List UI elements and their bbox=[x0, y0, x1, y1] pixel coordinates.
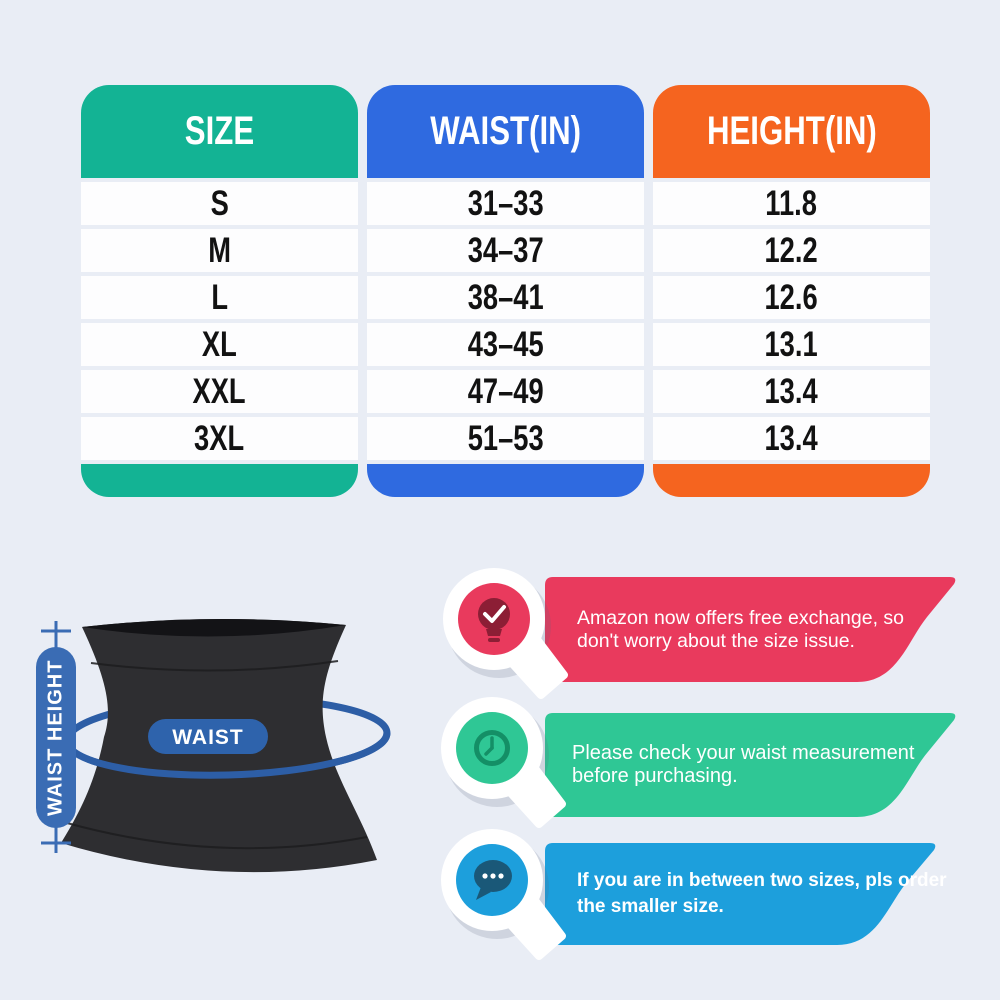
garment-rim bbox=[82, 618, 346, 637]
banner-shape-blue bbox=[545, 843, 936, 945]
banner-shape-red bbox=[545, 577, 956, 682]
table-row-cell: 12.6 bbox=[653, 276, 930, 319]
banner-shape-green bbox=[545, 713, 956, 817]
footer-bar-size bbox=[81, 464, 358, 497]
table-row-cell: 38–41 bbox=[367, 276, 644, 319]
table-row-cell: 47–49 bbox=[367, 370, 644, 413]
header-waist: WAIST(IN) bbox=[367, 85, 644, 178]
table-row-cell: 43–45 bbox=[367, 323, 644, 366]
chat-badge bbox=[441, 829, 566, 960]
waist-trainer-illustration: WAIST bbox=[36, 618, 391, 873]
banner-text-red: Amazon now offers free exchange, so don'… bbox=[577, 606, 904, 652]
garment-seam-top bbox=[90, 660, 339, 672]
table-row-cell: 31–33 bbox=[367, 182, 644, 225]
chat-dots-icon bbox=[474, 860, 512, 900]
waist-pill bbox=[148, 719, 268, 754]
header-height-label: HEIGHT(IN) bbox=[706, 109, 877, 153]
table-row-cell: 13.1 bbox=[653, 323, 930, 366]
lightbulb-check-icon bbox=[478, 598, 510, 642]
header-size-label: SIZE bbox=[184, 109, 255, 153]
table-row-cell: 34–37 bbox=[367, 229, 644, 272]
banner-text-green: Please check your waist measurement befo… bbox=[572, 741, 915, 788]
banner-text-blue: If you are in between two sizes, pls ord… bbox=[577, 870, 947, 917]
height-pill-label: WAIST HEIGHT bbox=[44, 659, 67, 816]
header-waist-label: WAIST(IN) bbox=[430, 109, 581, 153]
table-row-cell: 51–53 bbox=[367, 417, 644, 460]
table-row-cell: L bbox=[81, 276, 358, 319]
height-dimension-line bbox=[36, 621, 76, 853]
lightbulb-badge bbox=[443, 568, 568, 699]
clock-badge bbox=[441, 697, 566, 828]
table-row-cell: M bbox=[81, 229, 358, 272]
table-row-cell: 3XL bbox=[81, 417, 358, 460]
height-pill bbox=[36, 647, 76, 828]
header-height: HEIGHT(IN) bbox=[653, 85, 930, 178]
table-row-cell: 13.4 bbox=[653, 370, 930, 413]
footer-bar-height bbox=[653, 464, 930, 497]
size-table: SIZE WAIST(IN) HEIGHT(IN) S 31–33 11.8 M… bbox=[81, 85, 934, 497]
waist-measure-ellipse-front bbox=[63, 732, 391, 779]
table-row-cell: 11.8 bbox=[653, 182, 930, 225]
table-row-cell: XXL bbox=[81, 370, 358, 413]
table-row-cell: 12.2 bbox=[653, 229, 930, 272]
header-size: SIZE bbox=[81, 85, 358, 178]
footer-bar-waist bbox=[367, 464, 644, 497]
garment-seam-bottom bbox=[66, 822, 368, 850]
table-row-cell: XL bbox=[81, 323, 358, 366]
table-row-cell: 13.4 bbox=[653, 417, 930, 460]
table-row-cell: S bbox=[81, 182, 358, 225]
waist-pill-label: WAIST bbox=[172, 726, 244, 749]
clock-icon bbox=[474, 730, 510, 766]
